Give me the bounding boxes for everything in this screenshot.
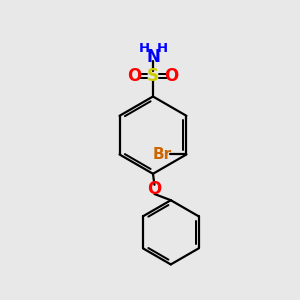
Text: Br: Br — [153, 147, 172, 162]
Text: H: H — [156, 42, 167, 56]
Text: S: S — [147, 67, 159, 85]
Text: N: N — [146, 48, 160, 66]
Text: O: O — [147, 180, 162, 198]
Text: O: O — [128, 67, 142, 85]
Text: H: H — [139, 42, 150, 56]
Text: O: O — [164, 67, 178, 85]
